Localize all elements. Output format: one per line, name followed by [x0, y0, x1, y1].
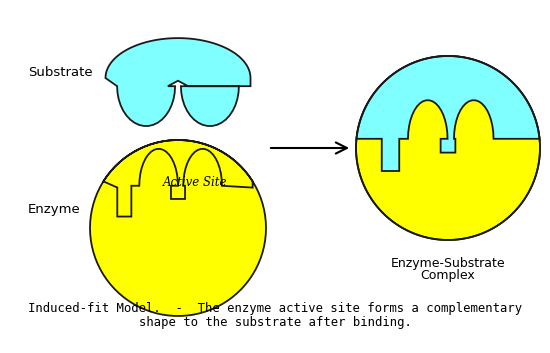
Text: Induced-fit Model.  -  The enzyme active site forms a complementary: Induced-fit Model. - The enzyme active s… — [28, 302, 522, 315]
Polygon shape — [90, 140, 266, 316]
Polygon shape — [106, 38, 250, 126]
Text: shape to the substrate after binding.: shape to the substrate after binding. — [139, 316, 411, 329]
Text: Substrate: Substrate — [28, 66, 92, 79]
Text: Enzyme: Enzyme — [28, 203, 81, 216]
Polygon shape — [356, 56, 540, 171]
Text: Enzyme-Substrate: Enzyme-Substrate — [390, 257, 505, 270]
Text: Active Site: Active Site — [163, 176, 227, 190]
Polygon shape — [356, 56, 540, 240]
Text: Complex: Complex — [421, 269, 475, 282]
